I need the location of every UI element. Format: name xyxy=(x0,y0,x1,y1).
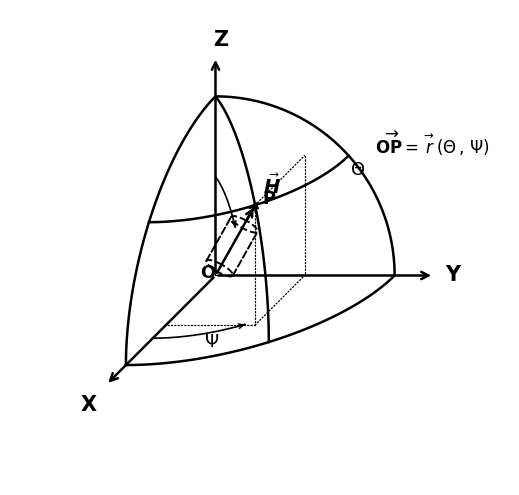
Text: $\mathbf{Y}$: $\mathbf{Y}$ xyxy=(445,265,463,286)
Text: $\mathbf{P}$: $\mathbf{P}$ xyxy=(263,190,277,208)
Text: $\mathbf{Z}$: $\mathbf{Z}$ xyxy=(213,30,229,50)
Text: $\mathbf{X}$: $\mathbf{X}$ xyxy=(80,395,98,415)
Text: $\vec{\boldsymbol{H}}$: $\vec{\boldsymbol{H}}$ xyxy=(263,174,281,198)
Text: $\Psi$: $\Psi$ xyxy=(204,333,219,350)
Text: $\mathbf{O}$: $\mathbf{O}$ xyxy=(200,264,216,282)
Text: $\overrightarrow{\mathbf{OP}}=\overset{\to}{r}(\Theta\,,\,\Psi)$: $\overrightarrow{\mathbf{OP}}=\overset{\… xyxy=(375,130,490,158)
Text: $\Theta$: $\Theta$ xyxy=(350,161,365,179)
